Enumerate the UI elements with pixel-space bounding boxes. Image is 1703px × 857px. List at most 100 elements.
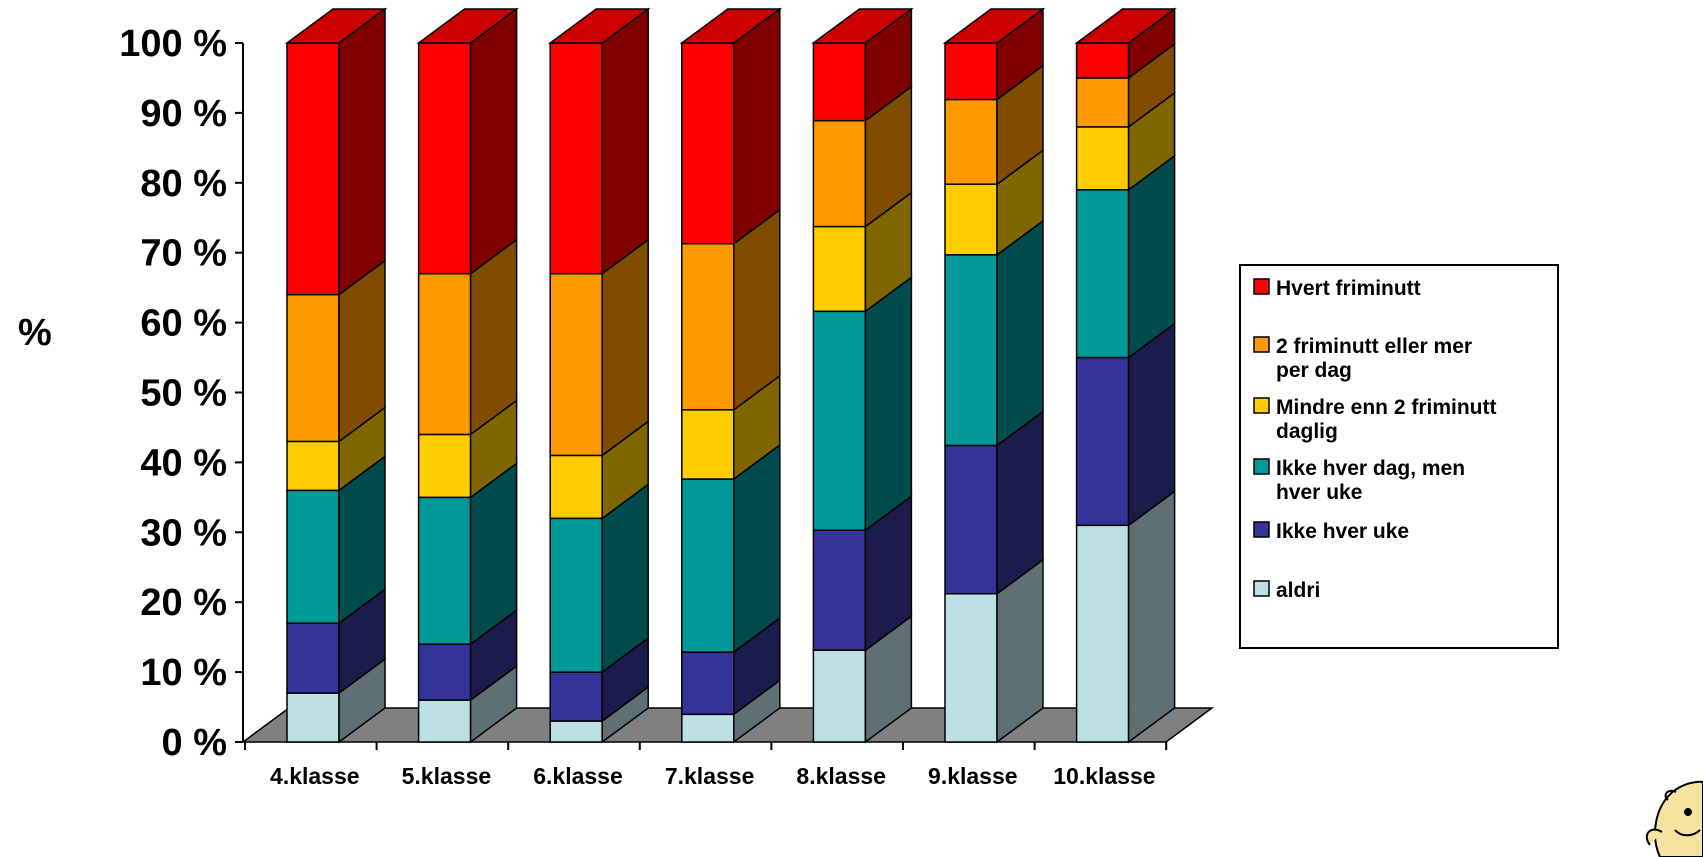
y-tick-label: 10 % xyxy=(140,652,227,694)
bars xyxy=(284,7,1177,744)
legend-label: Ikke hver uke xyxy=(1276,520,1409,543)
bar-stack-6.klasse xyxy=(547,7,651,744)
x-category-label: 10.klasse xyxy=(1053,763,1155,789)
x-category-label: 6.klasse xyxy=(533,763,623,789)
bar-segment xyxy=(944,183,998,256)
bar-segment-side xyxy=(338,7,386,297)
bar-segment xyxy=(549,42,603,275)
bar-segment xyxy=(286,692,340,743)
bar-segment xyxy=(549,720,603,743)
bar-segment xyxy=(812,42,867,122)
legend-swatch xyxy=(1253,397,1270,414)
bar-top xyxy=(416,8,519,44)
bar-stack-8.klasse xyxy=(811,7,914,744)
axis-labels: 0 % 10 % 20 % 30 % 40 % 50 % 60 % 70 % 80 % 90 % 1… xyxy=(119,23,1155,789)
bar-segment xyxy=(1075,524,1130,743)
bar-top xyxy=(679,8,783,44)
bar-segment-side xyxy=(864,275,913,532)
bar-top xyxy=(1074,8,1177,44)
bar-stack-7.klasse xyxy=(679,7,783,744)
legend-swatch xyxy=(1253,521,1270,538)
x-category-label: 7.klasse xyxy=(665,763,755,789)
bar-segment xyxy=(417,643,472,701)
bar-segment xyxy=(549,671,603,722)
bar-segment-side xyxy=(733,7,781,246)
bar-segment xyxy=(417,42,472,275)
legend-label: Hvert friminutt xyxy=(1276,277,1421,300)
bar-segment-side xyxy=(733,443,781,654)
bar-segment xyxy=(944,98,998,185)
x-category-label: 9.klasse xyxy=(928,763,1018,789)
bar-segment xyxy=(944,42,998,101)
legend-swatch xyxy=(1253,278,1270,295)
bar-segment xyxy=(812,529,867,651)
bar-segment xyxy=(944,592,998,743)
legend-swatch xyxy=(1253,336,1270,353)
bar-segment xyxy=(286,293,340,443)
bar-segment xyxy=(1075,126,1130,191)
y-tick-label: 40 % xyxy=(140,442,227,484)
legend-label: daglig xyxy=(1276,420,1338,443)
bar-segment xyxy=(681,42,735,245)
y-tick-label: 60 % xyxy=(140,303,227,345)
bar-segment xyxy=(681,242,735,411)
bar-segment xyxy=(681,409,735,480)
legend-label: Mindre enn 2 friminutt xyxy=(1276,396,1497,419)
bar-segment xyxy=(417,496,472,645)
bar-segment-side xyxy=(469,7,518,276)
bar-segment xyxy=(944,254,998,447)
y-tick-label: 100 % xyxy=(119,23,227,65)
x-category-label: 5.klasse xyxy=(402,763,492,789)
bar-stack-5.klasse xyxy=(416,7,519,744)
bar-segment xyxy=(549,517,603,673)
bar-segment xyxy=(812,649,867,743)
bar-segment xyxy=(286,42,340,296)
bar-segment xyxy=(549,272,603,457)
bar-segment xyxy=(286,489,340,624)
legend-label: aldri xyxy=(1276,579,1320,602)
bar-segment xyxy=(944,444,998,595)
bar-segment xyxy=(417,433,472,499)
bar-segment xyxy=(286,440,340,492)
y-tick-label: 70 % xyxy=(140,233,227,275)
bar-segment xyxy=(812,310,867,531)
legend-label: Ikke hver dag, men xyxy=(1276,457,1465,480)
y-tick-label: 0 % xyxy=(162,722,227,764)
bar-segment xyxy=(681,651,735,716)
bar-top xyxy=(811,8,914,44)
bar-segment xyxy=(286,622,340,694)
legend-box xyxy=(1239,264,1559,649)
y-tick-label: 30 % xyxy=(140,512,227,554)
y-tick-label: 50 % xyxy=(140,373,227,415)
bar-segment xyxy=(812,119,867,228)
bar-segment xyxy=(681,478,735,653)
bar-segment-side xyxy=(601,238,649,457)
bar-segment xyxy=(1075,42,1130,79)
bar-stack-9.klasse xyxy=(942,7,1046,744)
bar-segment-side xyxy=(996,219,1044,447)
legend-label: hver uke xyxy=(1276,481,1362,504)
bar-stack-4.klasse xyxy=(284,7,388,744)
bar-segment xyxy=(549,454,603,520)
x-category-label: 4.klasse xyxy=(270,763,360,789)
bar-segment xyxy=(681,713,735,743)
legend-label: 2 friminutt eller mer xyxy=(1276,335,1472,358)
legend-swatch xyxy=(1253,580,1270,597)
bar-segment-side xyxy=(1127,489,1176,744)
y-tick-label: 20 % xyxy=(140,582,227,624)
bar-top xyxy=(284,8,388,44)
bar-segment xyxy=(1075,189,1130,359)
x-category-label: 8.klasse xyxy=(796,763,886,789)
bar-segment xyxy=(1075,356,1130,527)
bar-segment-side xyxy=(1127,322,1176,527)
bar-top xyxy=(942,8,1046,44)
bar-segment-side xyxy=(1127,154,1176,360)
bar-segment xyxy=(812,225,867,313)
bar-segment-side xyxy=(733,208,781,412)
bar-segment xyxy=(1075,77,1130,128)
bar-segment xyxy=(417,699,472,743)
legend-swatch xyxy=(1253,458,1270,475)
cartoon-figure-icon xyxy=(1645,780,1703,857)
axes xyxy=(235,42,1168,750)
